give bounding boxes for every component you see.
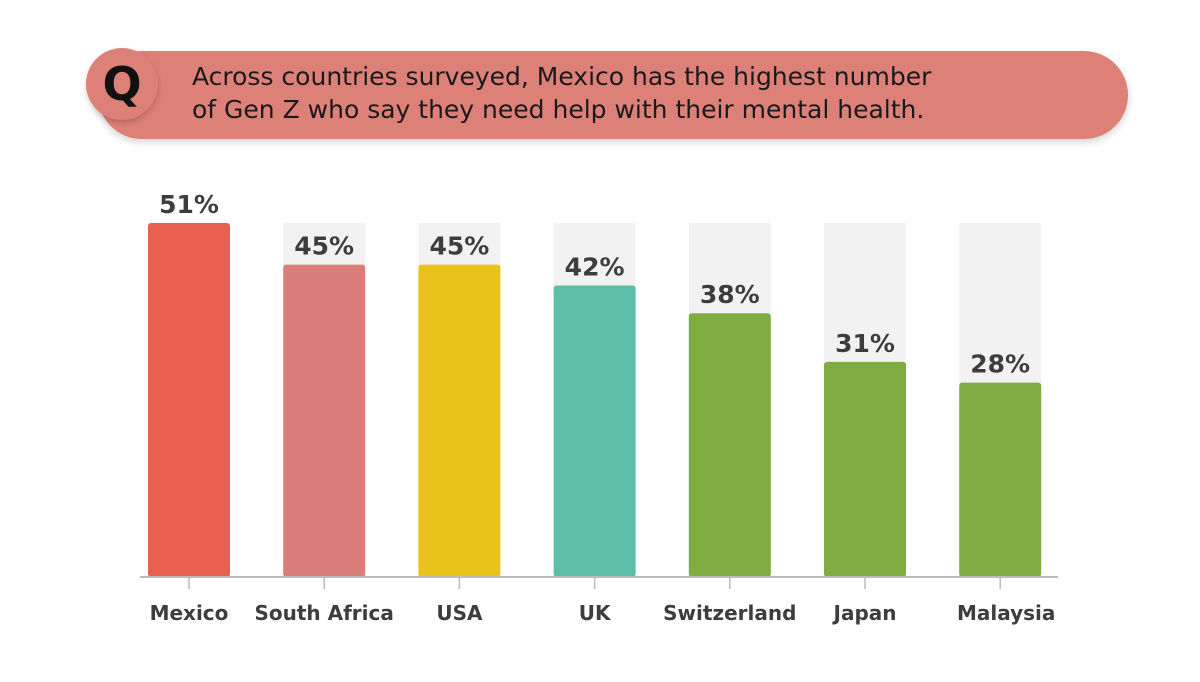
value-label: 31% — [835, 329, 895, 358]
bar-south-africa — [283, 264, 366, 577]
q-badge-circle — [86, 48, 158, 120]
category-label: Switzerland — [663, 601, 796, 625]
bar-switzerland — [688, 313, 771, 577]
category-label: UK — [579, 601, 612, 625]
question-line-2: of Gen Z who say they need help with the… — [192, 95, 925, 124]
question-text: Across countries surveyed, Mexico has th… — [192, 60, 1112, 126]
bar-uk — [553, 285, 636, 577]
value-label: 45% — [294, 232, 354, 261]
category-label: Japan — [832, 601, 897, 625]
question-line-1: Across countries surveyed, Mexico has th… — [192, 62, 932, 91]
value-label: 38% — [700, 280, 760, 309]
bar-usa — [418, 264, 501, 577]
bar-mexico — [148, 223, 230, 577]
category-label: USA — [436, 601, 483, 625]
bar-japan — [824, 361, 906, 577]
value-label: 51% — [159, 190, 219, 219]
value-label: 42% — [565, 252, 625, 281]
question-banner — [98, 51, 1128, 139]
value-label: 45% — [429, 232, 489, 261]
value-label: 28% — [970, 350, 1030, 379]
category-label: Mexico — [150, 601, 229, 625]
category-label: Malaysia — [957, 601, 1055, 625]
bar-malaysia — [959, 382, 1042, 577]
category-label: South Africa — [254, 601, 393, 625]
q-badge-letter: Q — [102, 57, 142, 111]
